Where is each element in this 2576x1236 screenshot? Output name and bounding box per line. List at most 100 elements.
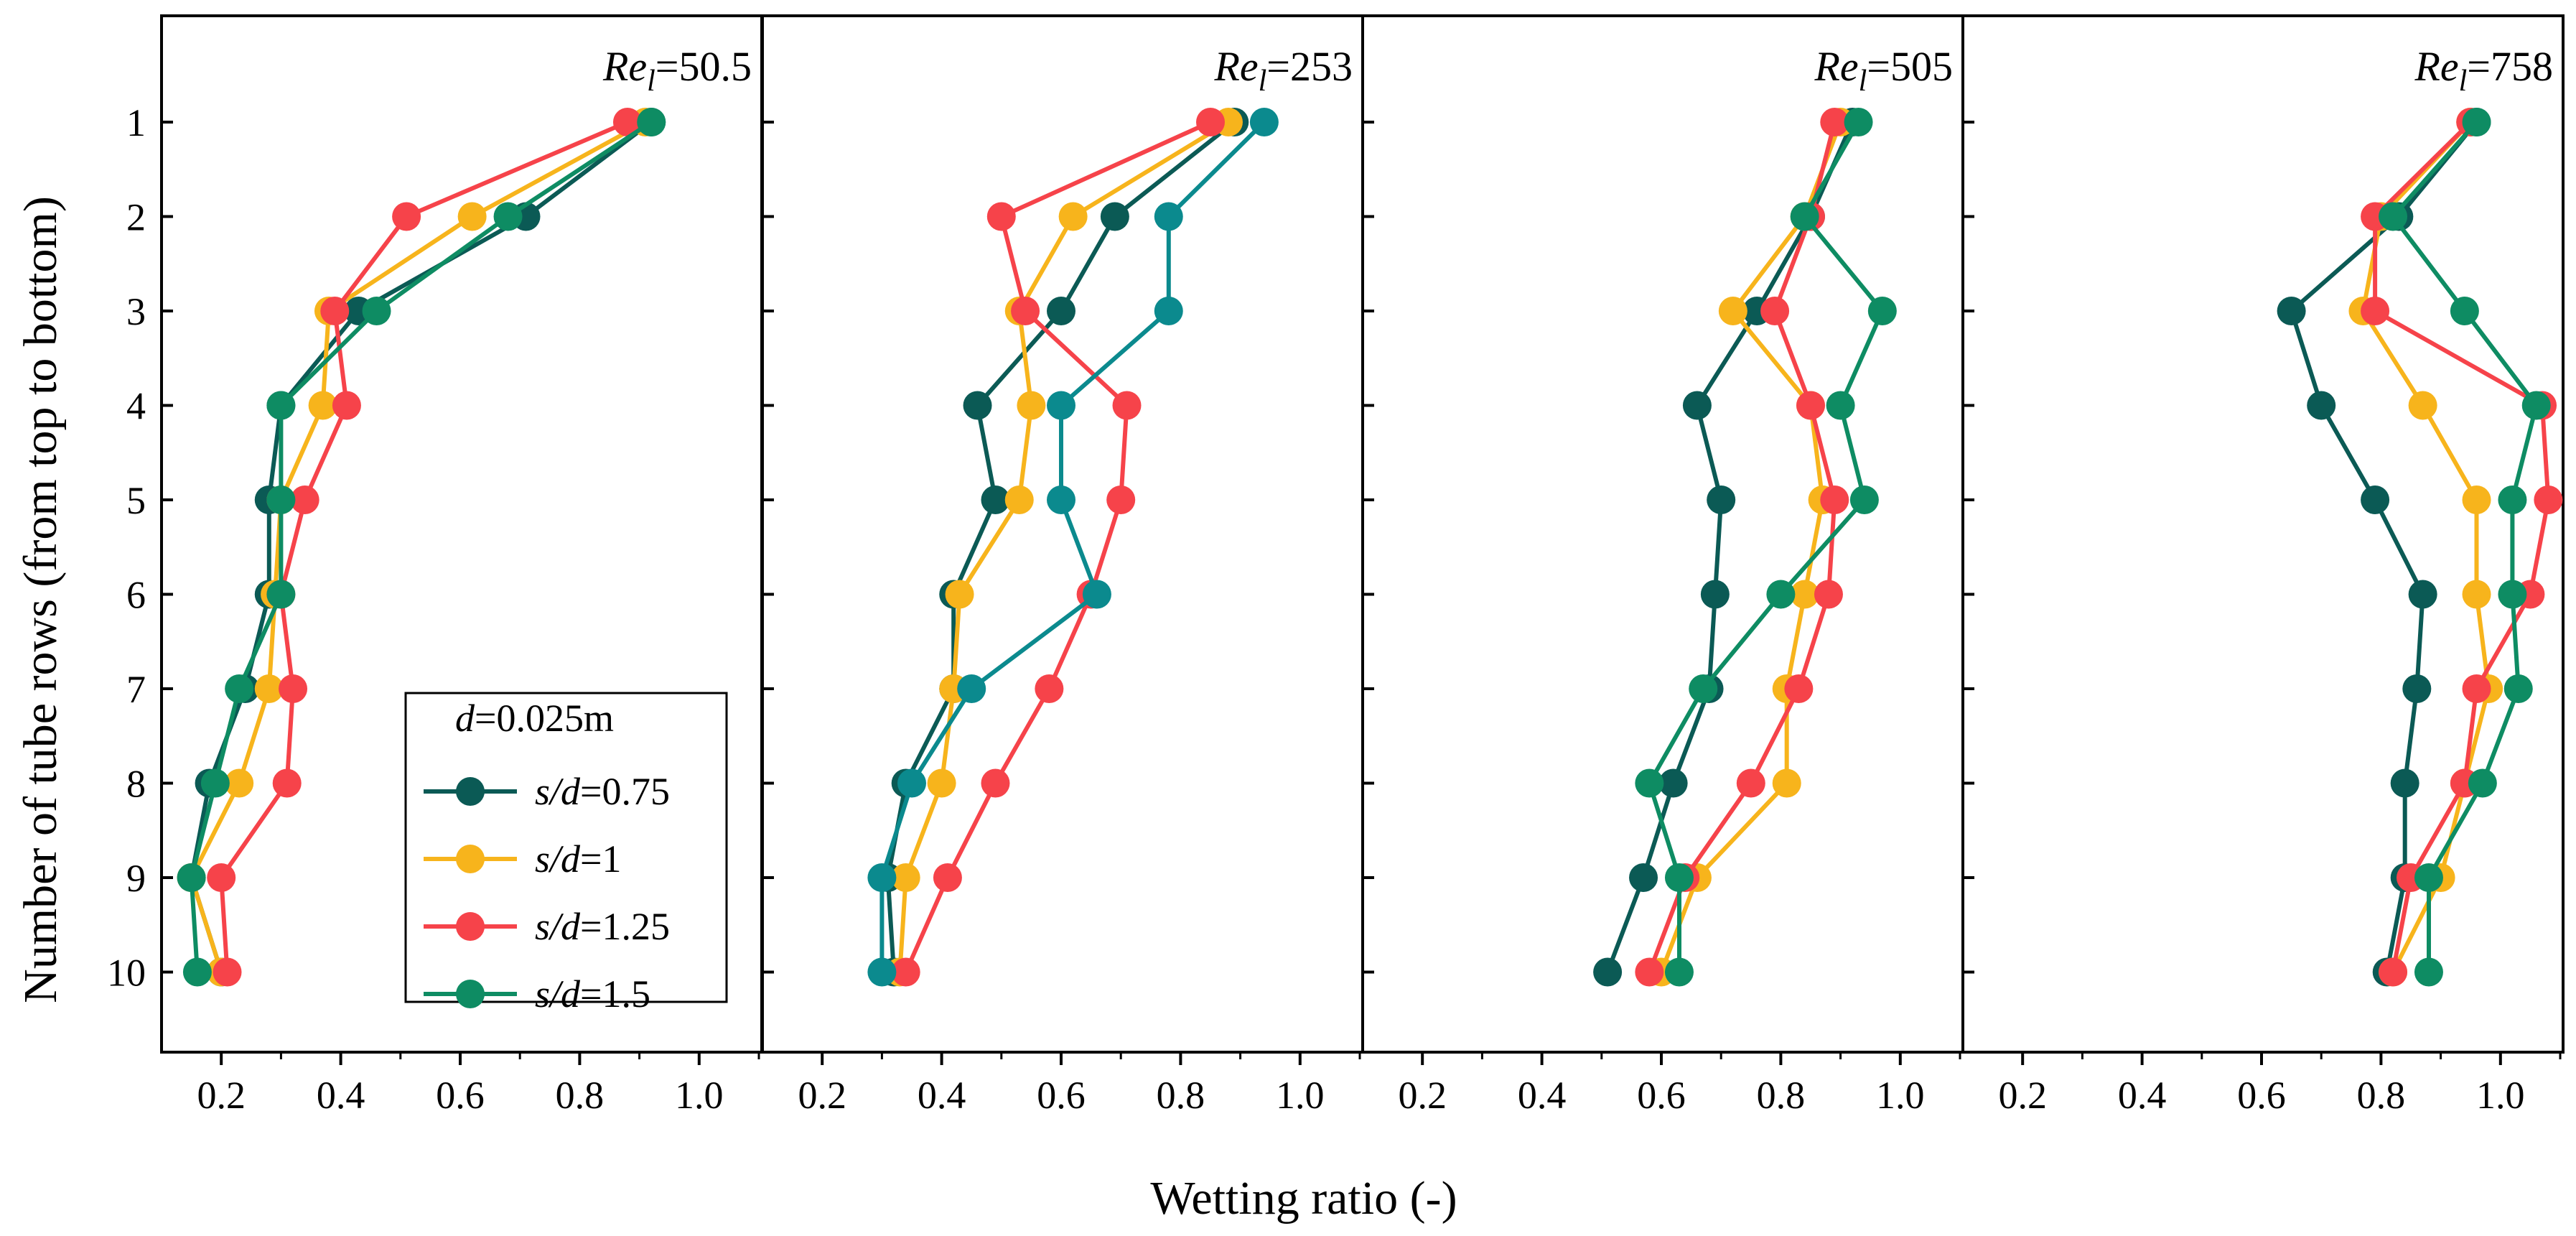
x-tick-label: 0.2 [1398,1074,1447,1117]
data-point [279,674,308,703]
data-point [1772,768,1801,798]
data-point [945,580,974,609]
data-point [2450,297,2479,325]
legend-label-rest: =0.75 [580,770,670,813]
legend-title-italic: d [455,697,475,740]
data-point [1629,863,1658,892]
plot-area [1593,108,1897,987]
y-tick-label: 4 [126,385,146,428]
legend-marker [456,980,485,1008]
data-point [182,957,212,987]
legend-entry-s1: s/d=1 [424,837,622,880]
series-line [219,120,629,972]
data-point [1196,108,1225,136]
x-tick-label: 1.0 [675,1074,724,1117]
series-line [2289,121,2478,973]
data-point [1058,202,1088,231]
data-point [637,108,666,136]
panel-1: 1 2 3 4 5 6 7 8 9 10 0.2 0.4 0.6 0.8 1.0 Rel=50.5 [107,14,763,1117]
y-tick-label: 2 [126,196,146,239]
data-point [1700,580,1730,609]
panel-2: 0.2 0.4 0.6 0.8 1.0 Rel=253 [761,14,1364,1117]
data-point [986,202,1016,231]
x-tick-label: 1.0 [2476,1074,2525,1117]
panel-3: 0.2 0.4 0.6 0.8 1.0 Rel=505 [1361,14,1964,1117]
data-point [2534,485,2563,514]
panel-4: 0.2 0.4 0.6 0.8 1.0 Rel=758 [1961,14,2565,1117]
x-tick-label: 1.0 [1276,1074,1325,1117]
data-point [1664,863,1694,892]
panel-frame [761,14,1364,1054]
data-point [1154,297,1183,325]
data-point [225,768,254,798]
data-point [927,768,956,798]
data-point [1112,391,1142,420]
series-line [2373,120,2551,973]
legend-label: s/d=1.5 [535,972,650,1016]
data-point [963,391,992,420]
data-point [2408,580,2437,609]
legend: d=0.025m s/d=0.75s/d=1s/d=1.25s/d=1.5 [404,692,728,1016]
legend-entries: s/d=0.75s/d=1s/d=1.25s/d=1.5 [424,770,670,1016]
data-point [1766,580,1796,609]
x-axis-title: Wetting ratio (-) [1150,1172,1457,1225]
series-s075 [2277,108,2491,987]
data-point [213,957,242,987]
series-s1 [885,108,1243,987]
data-point [1100,202,1129,231]
x-tick-label: 0.6 [436,1074,485,1117]
data-point [1682,391,1712,420]
data-point [1004,485,1034,514]
x-tick-label: 1.0 [1876,1074,1925,1117]
data-point [2503,674,2533,703]
data-point [1017,391,1046,420]
legend-entry-s125: s/d=1.25 [424,905,670,948]
legend-box [404,692,728,1003]
data-point [2361,485,2390,514]
data-point [891,863,920,892]
data-point [1867,297,1897,325]
y-tick-label: 7 [126,668,146,711]
re-label-value: =50.5 [655,43,752,90]
data-point [1826,391,1855,420]
data-point [2521,391,2551,420]
data-point [2277,297,2306,325]
data-point [392,202,421,231]
re-label: Rel=505 [1814,43,1953,98]
data-point [177,863,206,892]
data-point [1796,391,1825,420]
data-point [1814,580,1843,609]
legend-title: d=0.025m [455,697,614,740]
x-tick-label: 0.6 [1037,1074,1086,1117]
legend-marker [456,912,485,941]
series-s15 [2379,108,2551,987]
data-point [254,674,284,703]
legend-label-italic: s/d [535,770,581,813]
series-s125 [891,108,1225,987]
legend-label: s/d=0.75 [535,770,670,813]
x-tick-label: 0.8 [2357,1074,2406,1117]
x-tick-label: 0.6 [2237,1074,2286,1117]
data-point [1593,957,1623,987]
legend-label-rest: =1 [580,837,621,880]
legend-entry-s15: s/d=1.5 [424,972,650,1016]
data-point [2408,391,2437,420]
data-point [1635,957,1664,987]
data-point [2379,202,2408,231]
series-line [1605,121,1854,973]
re-label-sub: l [647,65,655,98]
data-point [1047,391,1075,420]
data-point [867,863,897,892]
plot-area [867,108,1279,987]
series-line [1647,121,1885,972]
plot-area [2277,108,2563,987]
data-point [1106,485,1136,514]
data-point [2462,108,2491,136]
x-tick-label: 0.4 [317,1074,365,1117]
legend-entry-s075: s/d=0.75 [424,770,670,813]
legend-label-rest: =1.25 [580,905,670,948]
data-point [897,768,926,798]
x-tick-label: 0.2 [197,1074,246,1117]
data-point [2379,957,2408,987]
series-s15 [177,108,666,987]
